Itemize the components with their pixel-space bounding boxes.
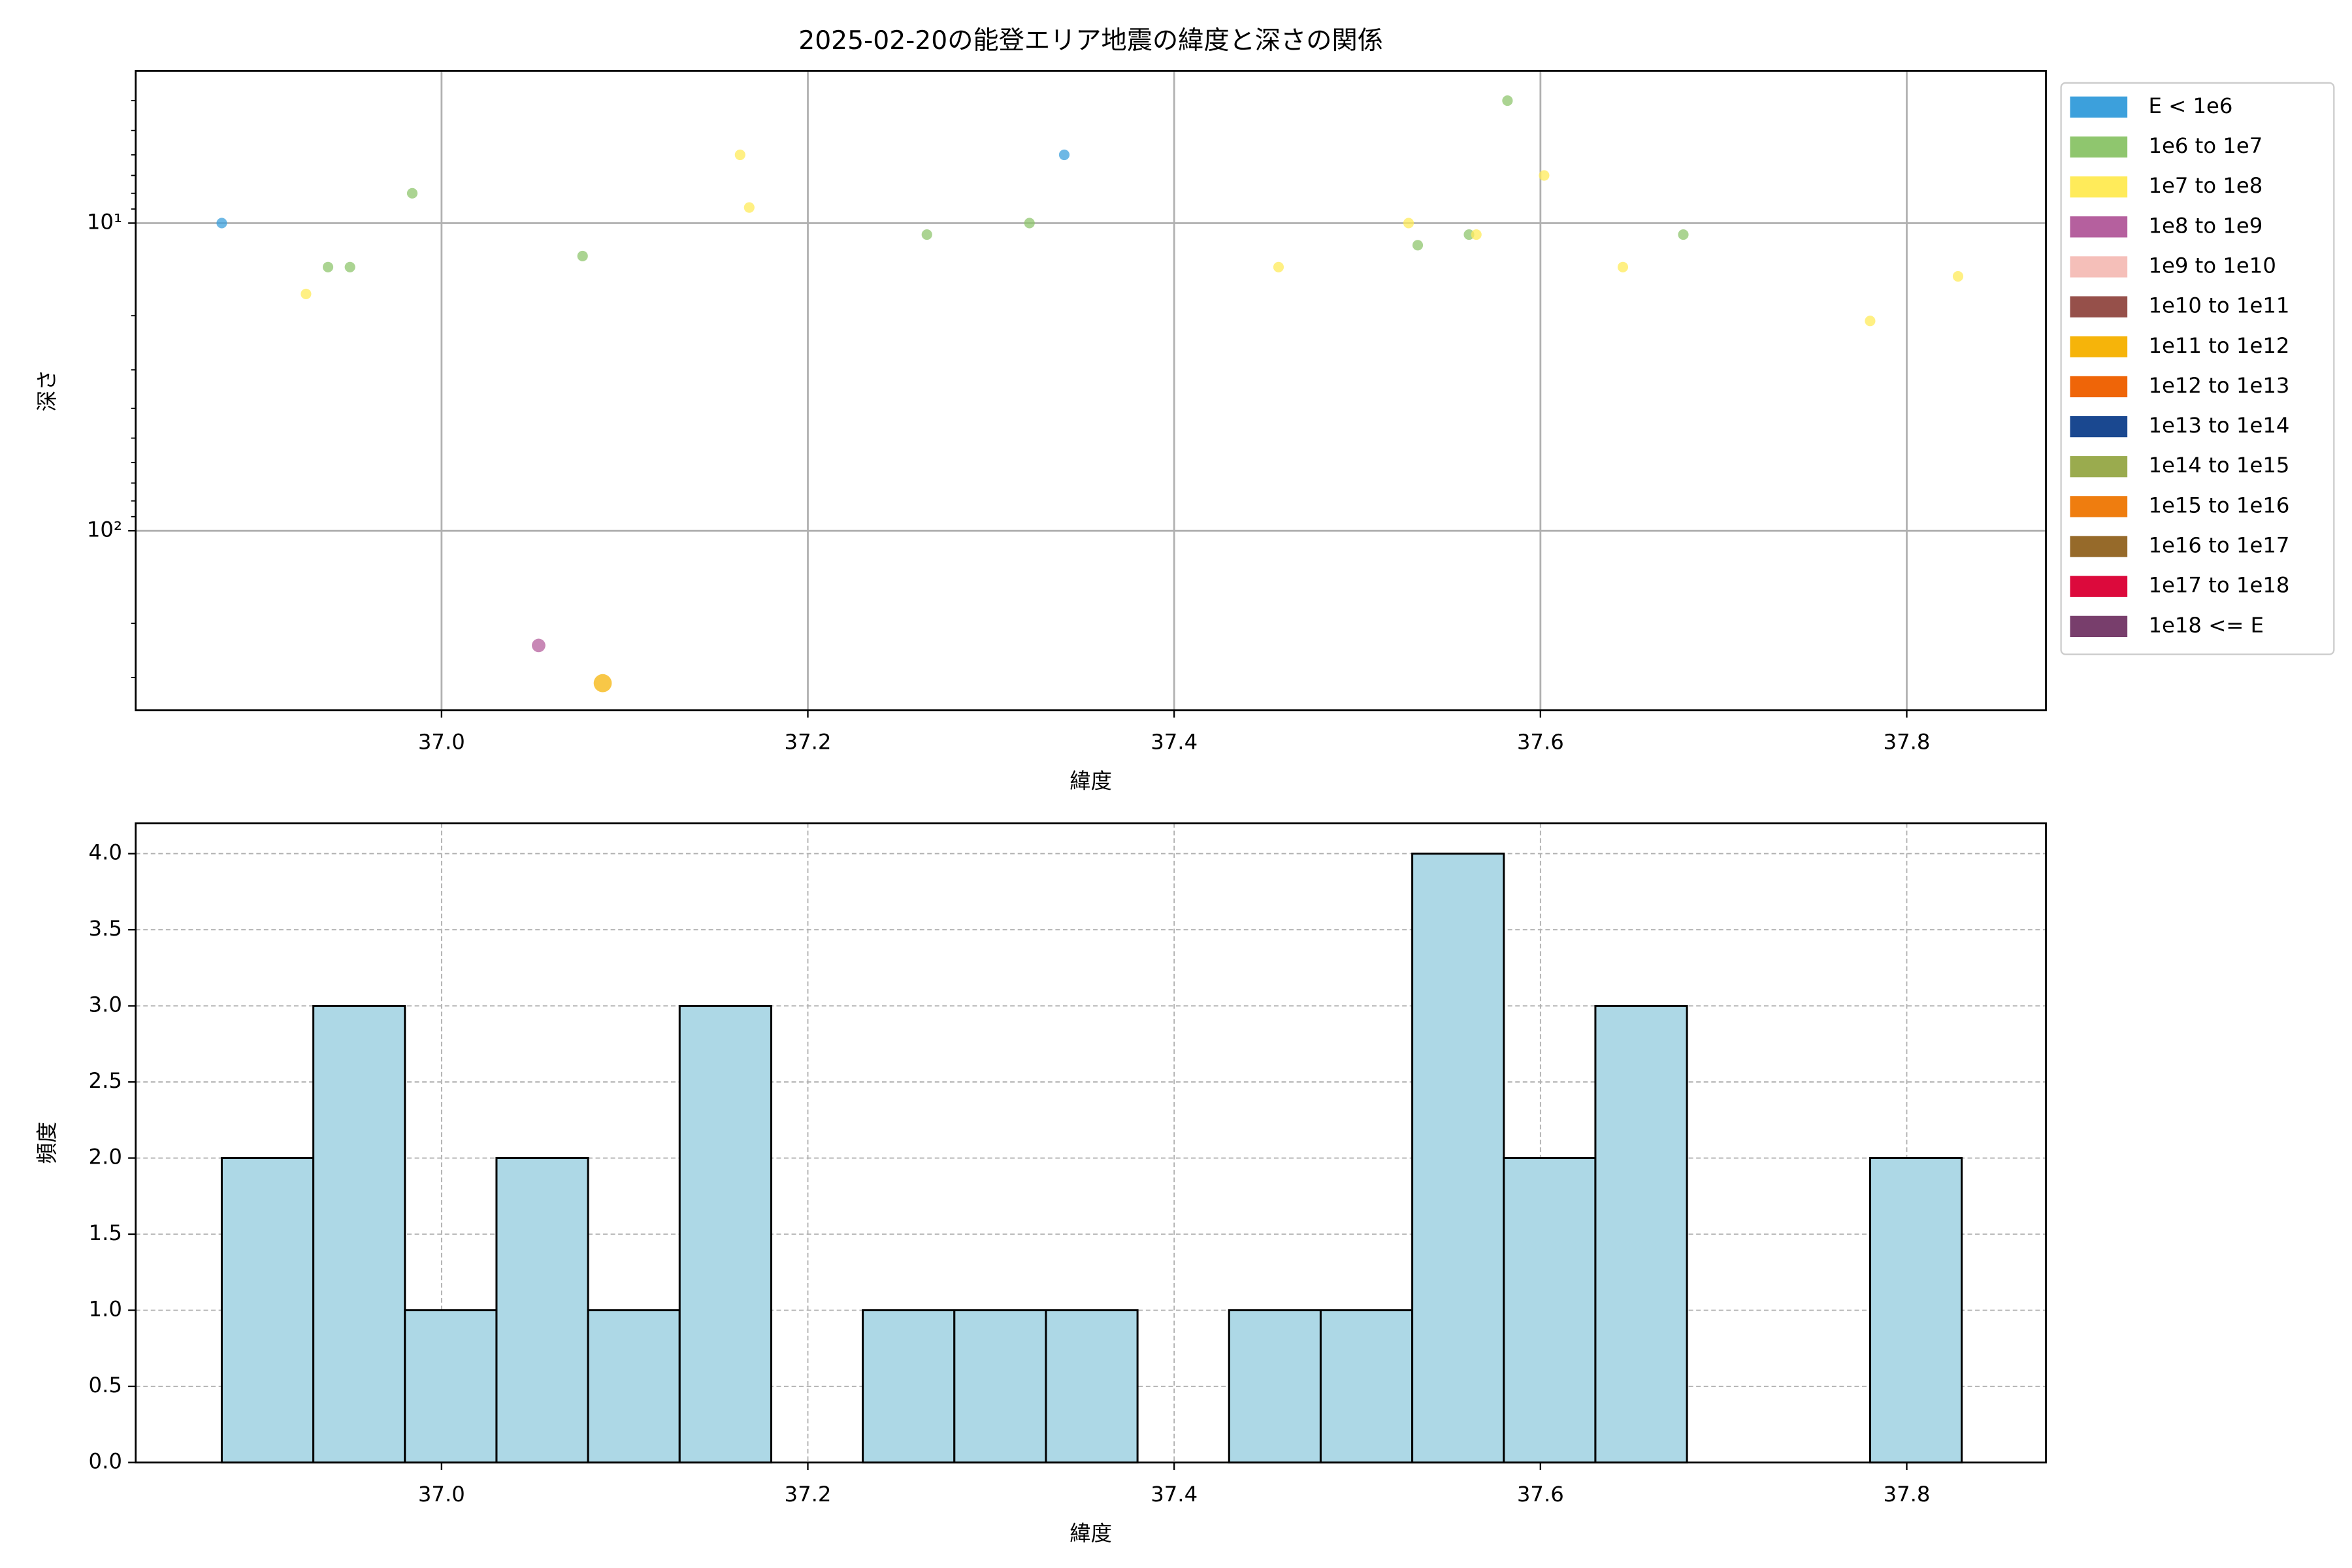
plot-frame <box>135 822 2047 1463</box>
legend-box <box>2060 82 2335 655</box>
y-tick-label: 1.5 <box>89 1220 122 1245</box>
bar <box>1228 1309 1322 1463</box>
x-tick-label: 37.2 <box>785 1482 832 1507</box>
point <box>1463 229 1475 240</box>
legend-label: 1e7 to 1e8 <box>2148 173 2262 198</box>
x-tick-label: 37.0 <box>418 730 465 755</box>
bar <box>1045 1309 1139 1463</box>
x-tick-label: 37.6 <box>1517 1482 1564 1507</box>
point <box>1024 218 1035 229</box>
point <box>1273 261 1284 272</box>
legend-label: E < 1e6 <box>2148 93 2232 118</box>
bar <box>404 1309 498 1463</box>
y-tick-label: 0.0 <box>89 1448 122 1473</box>
legend-swatch <box>2070 536 2128 557</box>
point <box>1865 316 1876 327</box>
legend-swatch <box>2070 416 2128 438</box>
point <box>1617 261 1629 272</box>
x-tick-label: 37.8 <box>1884 730 1931 755</box>
point <box>1412 240 1424 251</box>
legend-swatch <box>2070 256 2128 278</box>
y-tick-label: 4.0 <box>89 840 122 865</box>
bar <box>312 1005 406 1463</box>
legend-label: 1e11 to 1e12 <box>2148 333 2289 358</box>
bar <box>1869 1157 1963 1463</box>
plot-frame <box>135 70 2047 711</box>
point <box>344 261 355 272</box>
bar <box>862 1309 956 1463</box>
point <box>322 261 334 272</box>
legend-swatch <box>2070 576 2128 597</box>
x-tick-label: 37.6 <box>1517 730 1564 755</box>
y-tick-label: 2.0 <box>89 1145 122 1169</box>
legend-swatch <box>2070 376 2128 398</box>
point <box>1471 229 1482 240</box>
point <box>743 202 755 213</box>
legend-swatch <box>2070 496 2128 517</box>
bar <box>1411 853 1505 1463</box>
y-axis-label: 頻度 <box>35 1122 59 1164</box>
legend-label: 1e17 to 1e18 <box>2148 573 2289 598</box>
y-tick-label: 1.0 <box>89 1296 122 1321</box>
point <box>1539 170 1550 181</box>
bar <box>1319 1309 1414 1463</box>
chart-title: 2025-02-20の能登エリア地震の緯度と深さの関係 <box>798 26 1383 56</box>
legend-swatch <box>2070 176 2128 198</box>
bar <box>953 1309 1047 1463</box>
y-tick-label: 2.5 <box>89 1068 122 1093</box>
point <box>1058 149 1070 161</box>
legend-label: 1e15 to 1e16 <box>2148 493 2289 517</box>
y-tick-label: 10² <box>87 517 122 542</box>
y-tick-label: 3.5 <box>89 916 122 941</box>
point <box>1502 95 1513 106</box>
legend-label: 1e9 to 1e10 <box>2148 253 2276 278</box>
x-tick-label: 37.8 <box>1884 1482 1931 1507</box>
y-axis-label: 深さ <box>35 369 59 412</box>
point <box>1952 270 1964 282</box>
legend-label: 1e16 to 1e17 <box>2148 533 2289 558</box>
point <box>1403 218 1414 229</box>
legend-label: 1e14 to 1e15 <box>2148 453 2289 478</box>
point <box>532 638 546 653</box>
bar <box>1503 1157 1597 1463</box>
legend-label: 1e13 to 1e14 <box>2148 413 2289 438</box>
point <box>577 250 588 262</box>
legend-label: 1e18 <= E <box>2148 613 2264 638</box>
legend-swatch <box>2070 216 2128 238</box>
legend-swatch <box>2070 136 2128 158</box>
y-tick-label: 3.0 <box>89 992 122 1017</box>
point <box>301 288 312 300</box>
bar <box>1594 1005 1688 1463</box>
bar <box>495 1157 589 1463</box>
legend-label: 1e12 to 1e13 <box>2148 373 2289 398</box>
point <box>921 229 932 240</box>
y-tick-label: 0.5 <box>89 1373 122 1397</box>
legend-label: 1e10 to 1e11 <box>2148 293 2289 318</box>
x-tick-label: 37.4 <box>1151 1482 1198 1507</box>
x-axis-label: 緯度 <box>1070 769 1112 794</box>
legend-swatch <box>2070 615 2128 637</box>
x-tick-label: 37.2 <box>785 730 832 755</box>
point <box>406 188 418 199</box>
x-tick-label: 37.0 <box>418 1482 465 1507</box>
legend-label: 1e6 to 1e7 <box>2148 133 2262 158</box>
legend-swatch <box>2070 296 2128 318</box>
point <box>734 149 745 161</box>
legend-swatch <box>2070 336 2128 357</box>
x-tick-label: 37.4 <box>1151 730 1198 755</box>
y-tick-label: 10¹ <box>87 209 122 234</box>
bar <box>220 1157 315 1463</box>
legend-swatch <box>2070 96 2128 118</box>
point <box>1678 229 1689 240</box>
bar <box>587 1309 681 1463</box>
x-axis-label: 緯度 <box>1070 1521 1112 1546</box>
legend-label: 1e8 to 1e9 <box>2148 213 2262 238</box>
legend-swatch <box>2070 456 2128 478</box>
point <box>593 674 612 693</box>
point <box>216 218 227 229</box>
bar <box>678 1005 772 1463</box>
